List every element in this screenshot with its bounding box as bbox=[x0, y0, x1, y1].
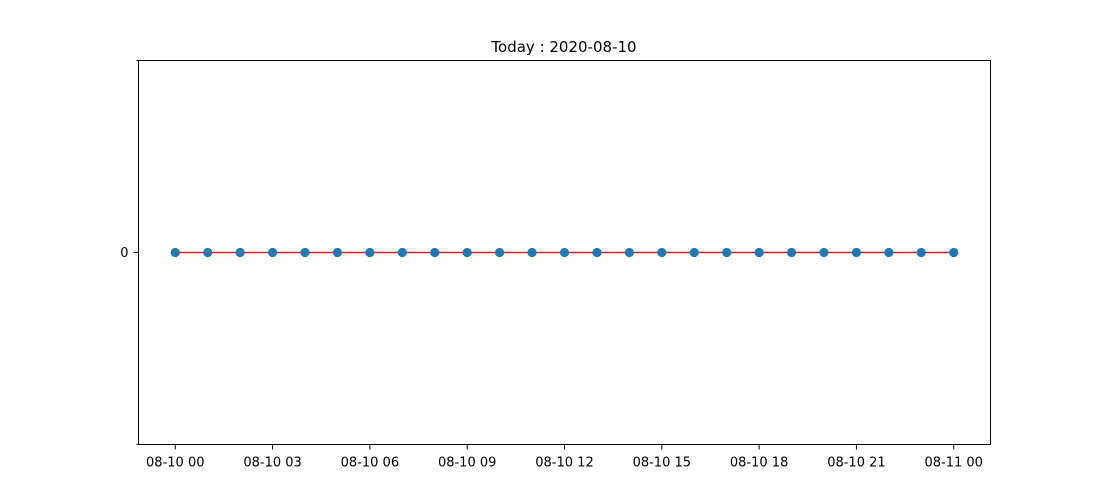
data-point bbox=[365, 247, 375, 258]
data-point bbox=[916, 247, 926, 258]
x-tick-label: 08-10 15 bbox=[633, 456, 691, 471]
chart-title: Today : 2020-08-10 bbox=[490, 38, 636, 56]
x-tick-label: 08-10 09 bbox=[438, 456, 496, 471]
data-point bbox=[786, 247, 797, 258]
data-point bbox=[527, 247, 537, 258]
plot-content bbox=[170, 247, 959, 258]
data-point bbox=[170, 247, 180, 258]
data-point bbox=[754, 247, 764, 258]
data-point bbox=[722, 247, 732, 258]
data-point bbox=[884, 247, 894, 258]
data-point bbox=[203, 247, 213, 258]
data-point bbox=[495, 247, 505, 258]
data-point bbox=[657, 247, 667, 258]
data-point bbox=[332, 247, 343, 258]
data-point bbox=[949, 247, 959, 258]
y-axis-ticks: 0 bbox=[120, 60, 139, 445]
x-tick-label: 08-10 00 bbox=[146, 456, 204, 471]
data-point bbox=[592, 247, 602, 258]
data-point bbox=[624, 247, 634, 258]
x-tick-label: 08-10 21 bbox=[827, 456, 885, 471]
data-point bbox=[267, 247, 278, 258]
x-tick-label: 08-10 18 bbox=[730, 456, 788, 471]
data-point bbox=[819, 247, 829, 258]
x-tick-label: 08-10 06 bbox=[341, 456, 399, 471]
data-point bbox=[462, 247, 472, 258]
data-point bbox=[300, 247, 310, 258]
data-point bbox=[430, 247, 440, 258]
data-point bbox=[559, 247, 570, 258]
data-point bbox=[397, 247, 407, 258]
data-point bbox=[689, 247, 699, 258]
x-tick-label: 08-11 00 bbox=[925, 456, 983, 471]
x-tick-label: 08-10 03 bbox=[243, 456, 301, 471]
y-tick-label: 0 bbox=[120, 246, 128, 261]
x-axis-ticks: 08-10 00 08-10 03 08-10 06 08-10 09 08-10 12… bbox=[146, 444, 983, 471]
x-tick-label: 08-10 12 bbox=[535, 456, 593, 471]
plot-frame bbox=[138, 60, 991, 445]
data-point bbox=[851, 247, 862, 258]
data-point bbox=[235, 247, 245, 258]
